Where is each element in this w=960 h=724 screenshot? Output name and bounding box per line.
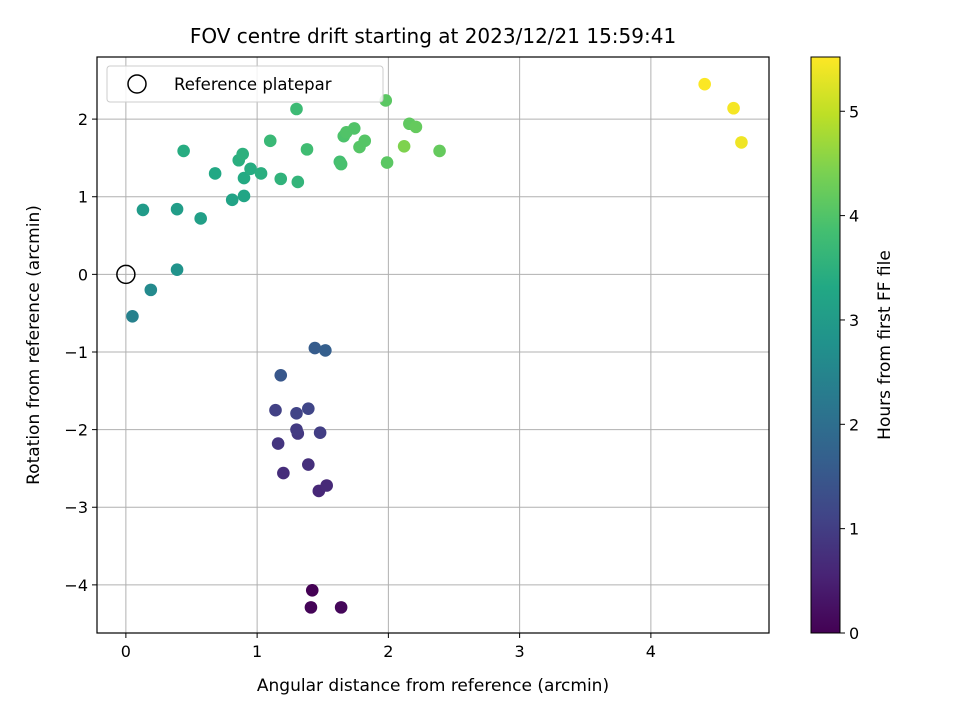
data-point — [237, 189, 251, 203]
data-point — [304, 601, 318, 614]
data-point — [433, 144, 446, 158]
data-point — [334, 157, 348, 171]
data-point — [290, 407, 303, 420]
data-point — [274, 368, 288, 382]
colorbar-ticks: 0 1 2 3 4 5 — [840, 102, 859, 643]
data-point — [236, 147, 249, 161]
colorbar-tick-label: 5 — [849, 102, 859, 121]
colorbar-tick-label: 1 — [849, 520, 859, 539]
x-tick-label: 4 — [646, 642, 656, 661]
data-point — [271, 437, 285, 450]
y-axis-label: Rotation from reference (arcmin) — [24, 205, 44, 485]
data-points — [126, 77, 748, 614]
data-point — [244, 162, 257, 176]
plot-frame — [96, 56, 770, 634]
x-tick-label: 3 — [515, 642, 525, 661]
data-point — [302, 458, 315, 471]
y-tick-label: −4 — [64, 576, 88, 595]
chart-title: FOV centre drift starting at 2023/12/21 … — [190, 24, 676, 48]
legend-marker — [127, 74, 147, 94]
y-tick-label: −2 — [64, 421, 88, 440]
data-point — [320, 479, 333, 492]
data-point — [208, 167, 222, 180]
data-point — [126, 309, 139, 323]
x-axis-label: Angular distance from reference (arcmin) — [257, 676, 609, 696]
y-tick-label: 1 — [78, 188, 88, 207]
data-point — [313, 426, 327, 440]
legend: Reference platepar — [106, 65, 384, 103]
y-tick-label: −1 — [64, 343, 88, 362]
data-point — [291, 175, 305, 189]
colorbar-tick-label: 4 — [849, 207, 859, 226]
data-point — [302, 402, 315, 415]
data-point — [347, 122, 361, 135]
data-point — [698, 77, 711, 91]
data-point — [380, 156, 394, 169]
colorbar-tick-label: 2 — [849, 415, 859, 434]
x-tick-label: 0 — [121, 642, 131, 661]
data-point — [263, 134, 277, 148]
axis-ticks: 0 1 2 3 4 −4 −3 −2 −1 0 1 2 — [64, 110, 656, 661]
data-point — [177, 144, 190, 158]
legend-box — [106, 65, 384, 103]
colorbar-tick-label: 0 — [849, 624, 859, 643]
reference-platepar-marker — [116, 264, 136, 285]
data-point — [136, 203, 150, 217]
data-point — [194, 212, 207, 225]
data-point — [274, 172, 288, 186]
data-point — [254, 167, 268, 180]
x-tick-label: 2 — [383, 642, 393, 661]
legend-entry-reference-platepar: Reference platepar — [174, 75, 332, 94]
data-point — [170, 263, 184, 277]
data-point — [409, 120, 423, 134]
data-point — [277, 466, 290, 480]
data-point — [300, 143, 314, 156]
data-point — [290, 423, 303, 436]
data-point — [735, 136, 748, 149]
data-point — [237, 171, 251, 185]
data-point — [334, 601, 348, 614]
data-point — [397, 139, 411, 153]
data-point — [225, 193, 239, 207]
data-point — [170, 202, 184, 216]
data-point — [358, 134, 372, 148]
data-point — [727, 101, 740, 115]
data-point — [269, 403, 282, 417]
colorbar-tick-label: 3 — [849, 311, 859, 330]
data-point — [290, 102, 303, 116]
data-point — [308, 341, 322, 355]
y-tick-label: −3 — [64, 498, 88, 517]
colorbar: 0 1 2 3 4 5 Hours from first FF file — [810, 56, 895, 643]
colorbar-gradient — [810, 56, 841, 634]
grid — [97, 57, 769, 633]
colorbar-label: Hours from first FF file — [875, 250, 895, 440]
y-tick-label: 2 — [78, 110, 88, 129]
x-tick-label: 1 — [252, 642, 262, 661]
data-point — [319, 344, 332, 357]
data-point — [144, 283, 158, 297]
data-point — [305, 584, 319, 597]
y-tick-label: 0 — [78, 265, 88, 284]
